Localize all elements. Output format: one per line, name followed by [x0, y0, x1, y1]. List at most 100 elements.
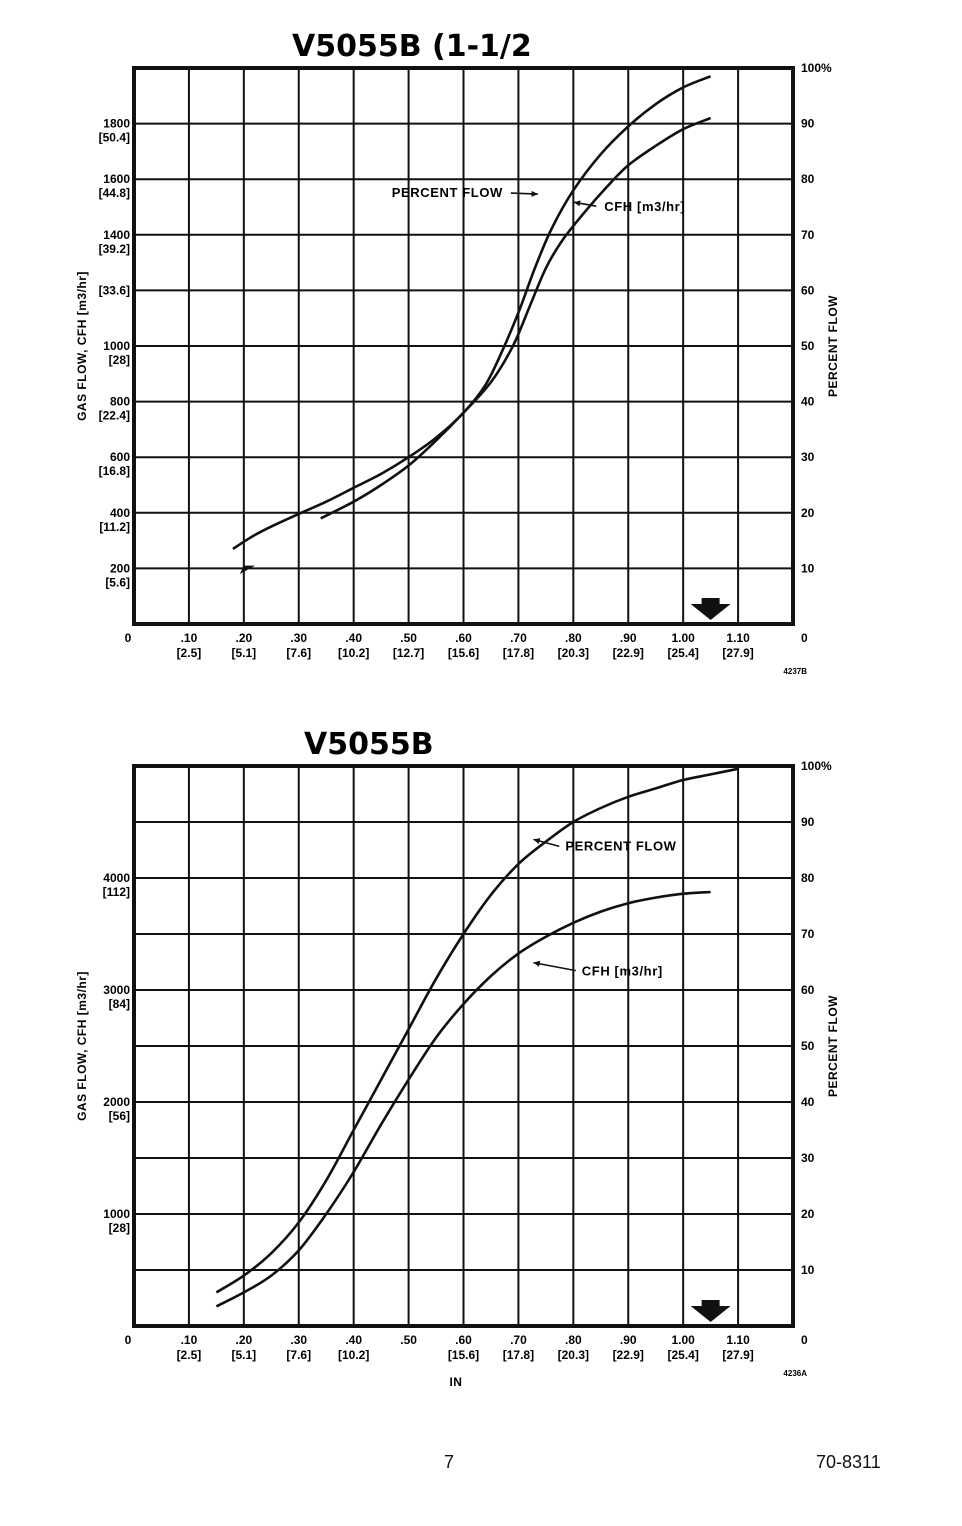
y2-tick-label: 40	[801, 1095, 815, 1109]
x-tick-label-metric: [27.9]	[722, 646, 753, 660]
x-tick-label: 0	[125, 1333, 132, 1347]
y-tick-label-metric: [50.4]	[99, 131, 130, 145]
x-tick-label: .80	[565, 631, 582, 645]
y-tick-label: 1000	[103, 1207, 130, 1221]
x-tick-label-metric: [7.6]	[286, 1348, 311, 1362]
y2-tick-label: 20	[801, 506, 815, 520]
chart-v5055b: V5055B 0 .10[2.5] .20[5.1] .30[7.6] .40[10.2]…	[75, 727, 840, 1389]
y-tick-label-metric: [22.4]	[99, 409, 130, 423]
series-annotation: CFH [m3/hr]	[604, 199, 685, 214]
series-line-percent-flow	[215, 767, 739, 1294]
series-line-cfh	[320, 116, 712, 520]
y-tick-label-metric: [16.8]	[99, 464, 130, 478]
x-tick-label-metric: [20.3]	[558, 1348, 589, 1362]
y-tick-label: 2000	[103, 1095, 130, 1109]
y2-tick-label: 60	[801, 983, 815, 997]
x-tick-label: .20	[235, 631, 252, 645]
document-number: 70-8311	[816, 1452, 881, 1472]
x-tick-label-metric: [17.8]	[503, 646, 534, 660]
y-axis-label: GAS FLOW, CFH [m3/hr]	[75, 971, 89, 1121]
y-axis-label: GAS FLOW, CFH [m3/hr]	[75, 271, 89, 421]
x-tick-label: 0	[125, 631, 132, 645]
x-tick-label: .50	[400, 631, 417, 645]
annotation-leader	[533, 961, 576, 972]
y-tick-label-metric: [28]	[109, 353, 130, 367]
x-tick-label-metric: [12.7]	[393, 646, 424, 660]
y2-tick-label: 40	[801, 395, 815, 409]
y-tick-label-metric: [33.6]	[99, 283, 130, 297]
figure-id: 4236A	[783, 1369, 807, 1378]
x-tick-label-metric: [2.5]	[177, 1348, 202, 1362]
y-tick-label-metric: [112]	[103, 885, 130, 899]
chart-title: V5055B	[304, 727, 434, 762]
y2-axis-label: PERCENT FLOW	[826, 295, 840, 397]
y2-tick-label: 30	[801, 1151, 815, 1165]
y-tick-label: 800	[110, 395, 130, 409]
small-arrow-mark	[239, 565, 256, 574]
y-tick-label-metric: [28]	[109, 1221, 130, 1235]
x-tick-label-metric: [5.1]	[231, 1348, 256, 1362]
x-tick-label-metric: [20.3]	[558, 646, 589, 660]
y2-tick-label: 90	[801, 815, 815, 829]
x-tick-label: .40	[345, 1333, 362, 1347]
x-tick-label: .80	[565, 1333, 582, 1347]
y-tick-label-metric: [39.2]	[99, 242, 130, 256]
x-tick-label-metric: [25.4]	[667, 646, 698, 660]
x-tick-label-metric: [17.8]	[503, 1348, 534, 1362]
y2-tick-label: 50	[801, 339, 815, 353]
annotation-arrowhead	[533, 960, 541, 967]
x-tick-label: .10	[181, 1333, 198, 1347]
y2-tick-label: 10	[801, 1263, 815, 1277]
x-tick-label: .70	[510, 1333, 527, 1347]
x-tick-label: .40	[345, 631, 362, 645]
x-tick-label: .30	[290, 1333, 307, 1347]
plot-frame	[132, 764, 795, 1328]
y2-tick-label: 90	[801, 117, 815, 131]
y-tick-label: 200	[110, 561, 130, 575]
annotation-arrowhead	[533, 838, 541, 844]
series-annotation: PERCENT FLOW	[565, 838, 676, 853]
y2-tick-label: 0	[801, 631, 808, 645]
y2-tick-label: 60	[801, 283, 815, 297]
y2-tick-label: 70	[801, 927, 815, 941]
x-tick-label: 1.00	[671, 631, 695, 645]
y2-tick-label: 0	[801, 1333, 808, 1347]
x-tick-label-metric: [25.4]	[667, 1348, 698, 1362]
chart-v5055b-1-1-2: V5055B (1-1/2 0 .10[2.5] .20[5.1] .30[7.6] .4…	[75, 29, 840, 676]
x-tick-label: .60	[455, 1333, 472, 1347]
y2-tick-label: 20	[801, 1207, 815, 1221]
y2-tick-label: 100%	[801, 759, 832, 773]
series-line-cfh	[215, 890, 711, 1308]
y2-axis-label: PERCENT FLOW	[826, 995, 840, 1097]
y2-tick-label: 80	[801, 871, 815, 885]
y-tick-label: 1800	[103, 117, 130, 131]
series-annotation: PERCENT FLOW	[392, 185, 503, 200]
y2-tick-label: 10	[801, 561, 815, 575]
y2-tick-label: 100%	[801, 61, 832, 75]
x-tick-label: .20	[235, 1333, 252, 1347]
x-tick-label-metric: [10.2]	[338, 646, 369, 660]
x-tick-label-metric: [15.6]	[448, 1348, 479, 1362]
x-tick-label: .50	[400, 1333, 417, 1347]
series-line-percent-flow	[232, 75, 712, 551]
flow-marker-arrow	[690, 1300, 731, 1322]
x-tick-label-metric: [2.5]	[177, 646, 202, 660]
series-annotation: CFH [m3/hr]	[582, 964, 663, 979]
x-tick-label: .30	[290, 631, 307, 645]
flow-marker-arrow	[690, 598, 731, 620]
x-tick-label: .10	[181, 631, 198, 645]
y-tick-label: 3000	[103, 983, 130, 997]
x-tick-label: 1.00	[671, 1333, 695, 1347]
x-tick-label: 1.10	[726, 631, 750, 645]
annotation-arrowhead	[573, 200, 581, 207]
chart-title: V5055B (1-1/2	[292, 29, 532, 64]
x-tick-label-metric: [10.2]	[338, 1348, 369, 1362]
annotation-arrowhead	[531, 190, 538, 197]
x-tick-label: 1.10	[726, 1333, 750, 1347]
x-tick-label-metric: [22.9]	[613, 646, 644, 660]
y-tick-label-metric: [5.6]	[105, 575, 130, 589]
y-tick-label: 1400	[103, 228, 130, 242]
page-number: 7	[444, 1452, 455, 1472]
plot-frame	[132, 66, 795, 626]
x-axis-label: IN	[449, 1375, 462, 1389]
